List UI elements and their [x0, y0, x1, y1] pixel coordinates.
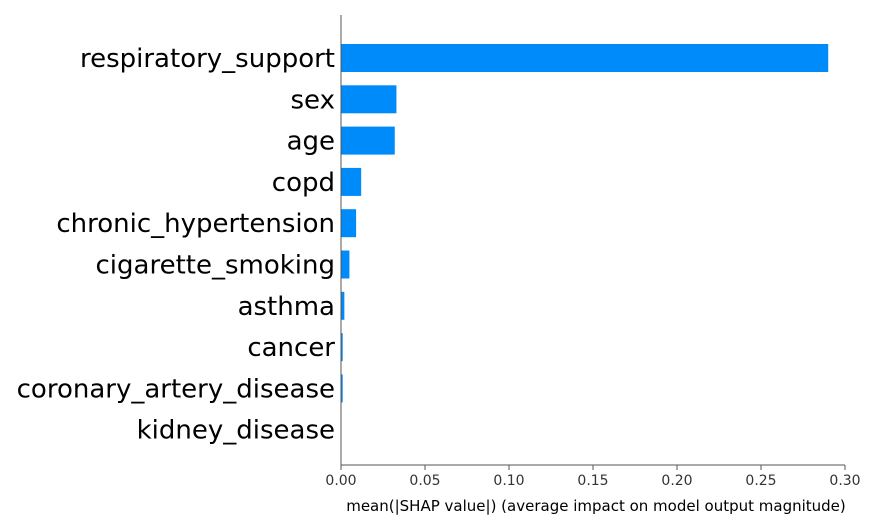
x-tick-label: 0.25: [745, 473, 776, 489]
category-label-asthma: asthma: [238, 292, 335, 322]
bar-chronic-hypertension: [341, 209, 357, 238]
x-tick-label: 0.15: [577, 473, 608, 489]
bar-coronary-artery-disease: [341, 374, 343, 403]
category-label-chronic-hypertension: chronic_hypertension: [56, 209, 335, 239]
x-tick-label: 0.00: [325, 473, 356, 489]
category-label-respiratory-support: respiratory_support: [80, 44, 335, 74]
x-tick-label: 0.20: [661, 473, 692, 489]
bar-respiratory-support: [341, 44, 829, 72]
bar-cigarette-smoking: [341, 250, 350, 279]
category-label-coronary-artery-disease: coronary_artery_disease: [17, 374, 335, 404]
category-label-age: age: [287, 127, 335, 157]
category-label-kidney-disease: kidney_disease: [137, 416, 335, 446]
category-label-copd: copd: [272, 168, 335, 198]
bar-sex: [341, 85, 397, 114]
bar-age: [341, 126, 395, 155]
x-axis-label: mean(|SHAP value|) (average impact on mo…: [346, 497, 846, 515]
bar-copd: [341, 167, 362, 196]
bars-group: [341, 44, 829, 403]
x-tick-label: 0.30: [829, 473, 860, 489]
bar-cancer: [341, 333, 343, 362]
x-ticks-group: 0.00 0.05 0.10 0.15 0.20 0.25 0.30: [325, 465, 861, 489]
category-label-cancer: cancer: [247, 333, 335, 363]
category-label-cigarette-smoking: cigarette_smoking: [96, 251, 336, 281]
category-label-sex: sex: [291, 85, 335, 115]
bar-asthma: [341, 291, 345, 320]
x-tick-label: 0.10: [493, 473, 524, 489]
x-tick-label: 0.05: [409, 473, 440, 489]
